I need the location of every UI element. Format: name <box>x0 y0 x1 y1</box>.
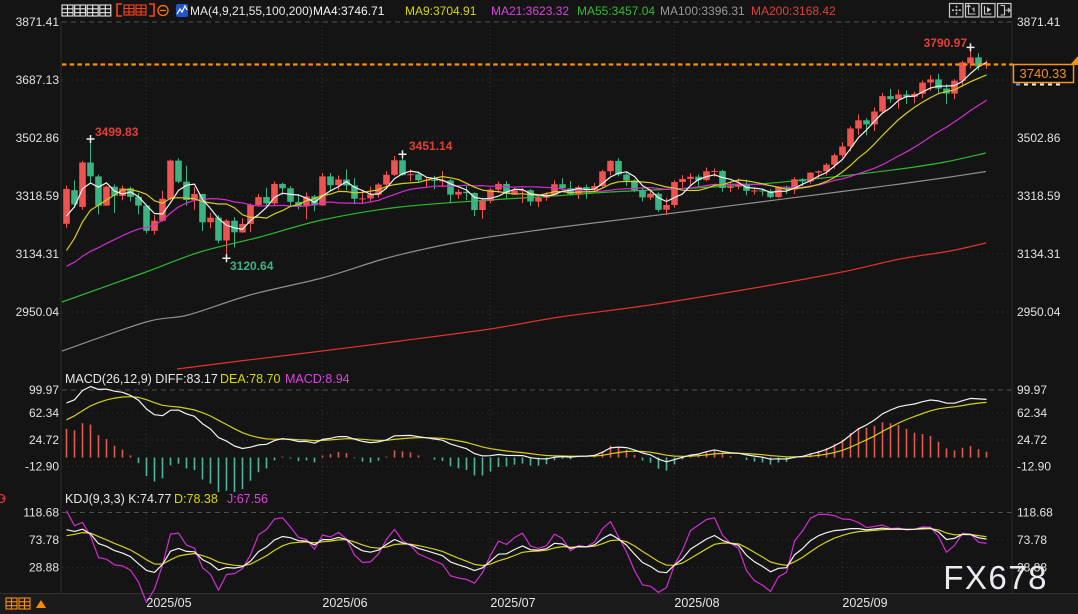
svg-text:62.34: 62.34 <box>1017 406 1047 420</box>
svg-text:MACD:8.94: MACD:8.94 <box>285 372 350 386</box>
svg-text:D:78.38: D:78.38 <box>174 492 218 506</box>
svg-text:DEA:78.70: DEA:78.70 <box>220 372 281 386</box>
svg-text:3318.59: 3318.59 <box>1017 189 1061 203</box>
svg-text:28.88: 28.88 <box>1017 561 1047 575</box>
svg-text:3687.13: 3687.13 <box>16 73 60 87</box>
svg-text:2025/06: 2025/06 <box>322 596 367 610</box>
svg-text:118.68: 118.68 <box>23 506 59 520</box>
svg-text:118.68: 118.68 <box>1017 506 1053 520</box>
svg-text:73.78: 73.78 <box>1017 533 1047 547</box>
svg-text:-12.90: -12.90 <box>1017 460 1051 474</box>
svg-text:3134.31: 3134.31 <box>16 247 60 261</box>
svg-text:MA200:3168.42: MA200:3168.42 <box>751 4 836 18</box>
svg-text:2025/05: 2025/05 <box>146 596 191 610</box>
svg-text:3134.31: 3134.31 <box>1017 247 1061 261</box>
svg-text:2950.04: 2950.04 <box>16 305 60 319</box>
svg-text:-12.90: -12.90 <box>25 460 59 474</box>
svg-text:24.72: 24.72 <box>1017 433 1047 447</box>
svg-text:MA9:3704.91: MA9:3704.91 <box>405 4 477 18</box>
svg-text:2025/07: 2025/07 <box>490 596 535 610</box>
svg-text:28.88: 28.88 <box>29 561 59 575</box>
svg-text:MA(4,9,21,55,100,200): MA(4,9,21,55,100,200) <box>190 4 313 18</box>
svg-text:KDJ(9,3,3) K:74.77: KDJ(9,3,3) K:74.77 <box>65 492 171 506</box>
svg-text:MA21:3623.32: MA21:3623.32 <box>491 4 569 18</box>
svg-text:3318.59: 3318.59 <box>16 189 60 203</box>
svg-text:2950.04: 2950.04 <box>1017 305 1061 319</box>
svg-text:FX678: FX678 <box>943 559 1048 596</box>
svg-text:99.97: 99.97 <box>29 383 59 397</box>
svg-text:3502.86: 3502.86 <box>16 131 60 145</box>
svg-text:24.72: 24.72 <box>29 433 59 447</box>
svg-text:MA55:3457.04: MA55:3457.04 <box>577 4 655 18</box>
svg-text:3502.86: 3502.86 <box>1017 131 1061 145</box>
svg-text:MACD(26,12,9) DIFF:83.17: MACD(26,12,9) DIFF:83.17 <box>65 372 218 386</box>
svg-text:2025/08: 2025/08 <box>674 596 719 610</box>
svg-text:2025/09: 2025/09 <box>842 596 887 610</box>
svg-text:3871.41: 3871.41 <box>1017 15 1061 29</box>
svg-text:99.97: 99.97 <box>1017 383 1047 397</box>
svg-text:62.34: 62.34 <box>29 406 59 420</box>
svg-text:J:67.56: J:67.56 <box>227 492 268 506</box>
svg-text:3871.41: 3871.41 <box>16 15 60 29</box>
svg-text:3451.14: 3451.14 <box>409 139 453 153</box>
svg-text:3740.33: 3740.33 <box>1020 66 1067 81</box>
svg-text:MA4:3746.71: MA4:3746.71 <box>313 4 385 18</box>
svg-text:73.78: 73.78 <box>29 533 59 547</box>
svg-text:3790.97: 3790.97 <box>924 36 968 50</box>
svg-text:MA100:3396.31: MA100:3396.31 <box>660 4 745 18</box>
svg-text:3499.83: 3499.83 <box>95 125 139 139</box>
svg-text:3120.64: 3120.64 <box>230 259 274 273</box>
